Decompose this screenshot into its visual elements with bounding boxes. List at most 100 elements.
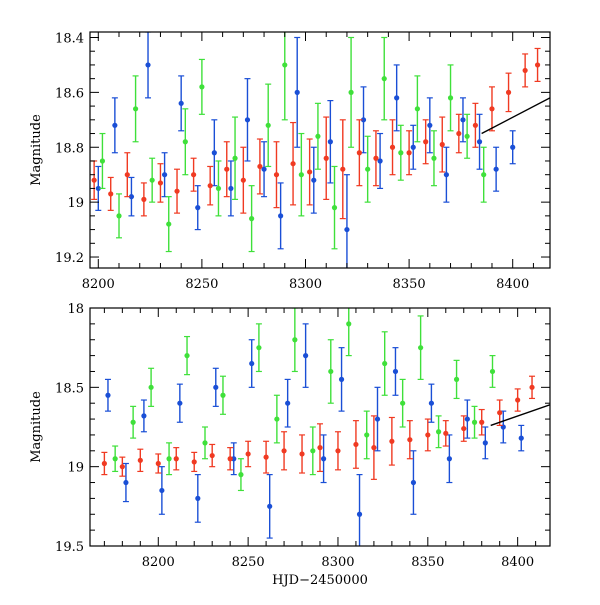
data-point	[177, 400, 183, 406]
data-point	[310, 448, 316, 454]
data-point	[522, 67, 528, 74]
data-point	[112, 456, 118, 462]
data-point	[464, 416, 470, 422]
data-point	[191, 172, 197, 178]
data-point	[281, 448, 287, 454]
data-point	[290, 161, 296, 167]
data-point	[141, 196, 147, 202]
data-point	[443, 430, 449, 436]
data-point	[398, 150, 404, 156]
x-tick-label: 8400	[501, 555, 534, 570]
data-point	[123, 479, 129, 486]
data-point	[91, 177, 97, 183]
data-point	[244, 117, 251, 123]
data-point	[130, 419, 136, 425]
data-point	[447, 95, 454, 101]
data-point	[515, 397, 521, 403]
data-point	[407, 437, 413, 443]
bottom-panel: 8200 8250 8300 8350 8400 18 18.5 19 19.5 Magnitud…	[29, 302, 551, 588]
data-point	[145, 62, 151, 68]
x-tick-label: 8300	[289, 277, 322, 292]
data-point	[497, 410, 503, 416]
data-point	[178, 100, 184, 106]
plot-frame	[89, 31, 551, 269]
data-point	[195, 495, 201, 501]
data-point	[472, 122, 479, 128]
y-tick-label: 18.4	[55, 31, 84, 46]
data-point	[166, 456, 172, 462]
data-point	[471, 419, 478, 425]
data-point	[166, 221, 172, 227]
data-point	[108, 191, 114, 197]
data-point	[213, 384, 219, 390]
data-point	[381, 76, 387, 82]
x-tick-label: 8350	[411, 555, 444, 570]
data-point	[148, 384, 154, 390]
data-point	[338, 376, 345, 382]
data-point	[249, 216, 255, 222]
y-tick-label: 19.5	[55, 540, 84, 555]
data-point	[328, 368, 334, 375]
data-point	[382, 360, 388, 367]
data-point	[482, 440, 488, 446]
y-tick-label: 18.8	[55, 141, 84, 156]
data-point	[231, 456, 237, 462]
data-point	[479, 419, 485, 425]
data-point	[161, 172, 168, 178]
data-point	[392, 368, 399, 375]
data-point	[95, 185, 101, 192]
data-point	[263, 454, 269, 460]
data-point	[353, 441, 359, 448]
data-point	[406, 150, 412, 156]
data-point	[374, 416, 381, 422]
data-point	[453, 376, 460, 382]
data-point	[256, 345, 262, 351]
data-point	[377, 158, 383, 164]
data-point	[335, 448, 341, 454]
y-tick-label: 19	[67, 196, 84, 211]
data-point	[389, 438, 395, 444]
data-point	[124, 172, 130, 178]
data-point	[371, 445, 377, 451]
data-point	[344, 226, 350, 233]
top-panel: 8200 8250 8300 8350 8400 18.4 18.6 18.8 19 19.2 Ma…	[29, 31, 551, 292]
data-point	[191, 459, 197, 465]
data-point	[101, 460, 107, 467]
data-point	[99, 158, 106, 164]
data-point	[425, 432, 431, 438]
y-tick-label: 19	[67, 461, 84, 476]
data-point	[323, 155, 329, 161]
data-point	[224, 166, 230, 172]
data-point	[431, 155, 437, 161]
data-point	[534, 62, 541, 68]
plot-area	[91, 32, 550, 268]
data-point	[464, 133, 470, 139]
data-point	[137, 457, 143, 463]
data-point	[493, 166, 499, 172]
data-point	[220, 392, 226, 398]
data-point	[202, 440, 208, 446]
data-point	[461, 425, 467, 432]
data-point	[128, 194, 135, 200]
series-1	[99, 32, 487, 253]
data-point	[112, 122, 118, 128]
data-point	[299, 451, 305, 457]
data-point	[132, 106, 139, 112]
data-point	[439, 141, 445, 148]
data-point	[278, 213, 284, 219]
data-point	[410, 144, 416, 150]
data-point	[311, 177, 317, 183]
data-point	[423, 139, 429, 145]
data-point	[215, 185, 222, 192]
data-point	[346, 321, 352, 327]
trend-line	[490, 404, 550, 427]
data-point	[285, 400, 291, 406]
data-point	[149, 177, 155, 183]
data-point	[119, 464, 125, 470]
data-point	[228, 185, 234, 192]
data-point	[116, 213, 122, 219]
data-point	[489, 368, 496, 375]
data-point	[257, 163, 263, 170]
y-tick-label: 19.2	[55, 251, 84, 266]
data-point	[489, 106, 495, 112]
